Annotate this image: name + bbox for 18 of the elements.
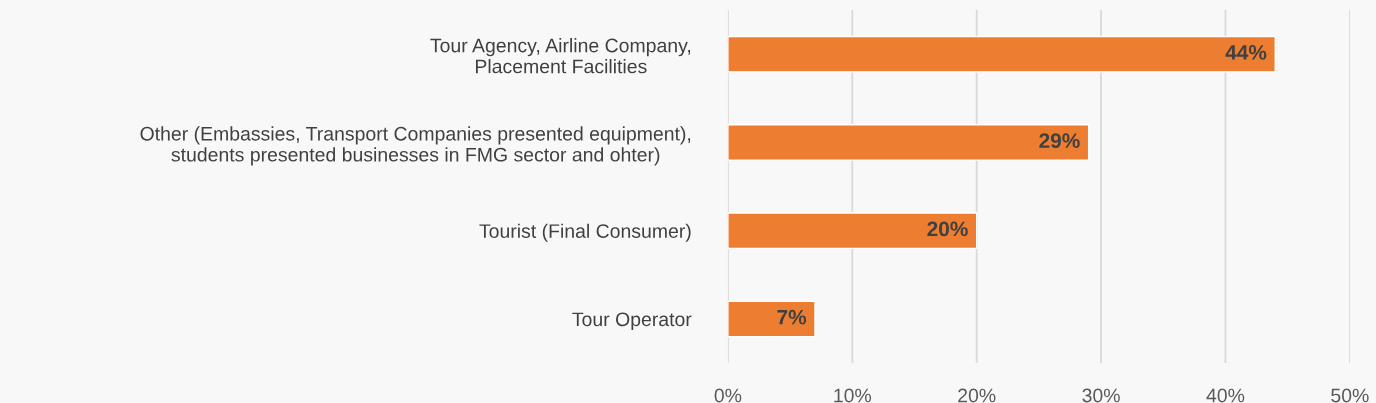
y-tick-label: Other (Embassies, Transport Companies presented equipment), students presented businesses in FMG sector and ohter)	[140, 126, 691, 166]
y-tick-label: Tour Agency, Airline Company, Placement Facilities	[430, 38, 691, 74]
x-tick-label: 40%	[1206, 388, 1245, 403]
data-label: 44%	[1225, 45, 1267, 60]
x-tick-label: 10%	[834, 388, 872, 403]
y-tick-label: Tourist (Final Consumer)	[479, 223, 691, 242]
data-label: 7%	[777, 309, 807, 325]
data-label: 29%	[1039, 133, 1080, 149]
bar	[727, 212, 978, 250]
x-tick-label: 50%	[1331, 388, 1369, 403]
bar	[727, 124, 1090, 161]
data-label: 20%	[927, 221, 968, 237]
y-tick-label: Tour Operator	[572, 312, 692, 331]
x-tick-label: 30%	[1082, 388, 1120, 403]
bar	[727, 300, 816, 338]
bar	[727, 35, 1276, 73]
x-tick-label: 20%	[958, 388, 996, 403]
x-tick-label: 0%	[714, 388, 742, 403]
